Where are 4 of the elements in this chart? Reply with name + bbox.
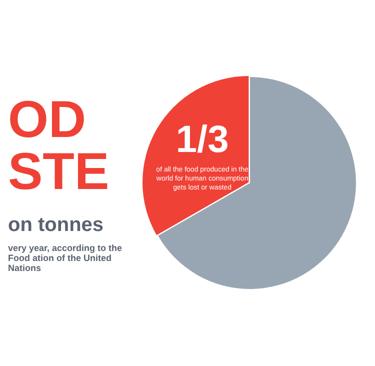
text: 1/3 xyxy=(176,118,229,161)
text: very year, according to the Food ation of the United Nations xyxy=(8,242,124,272)
text: OD STE xyxy=(8,90,110,200)
text: on tonnes xyxy=(8,214,105,236)
